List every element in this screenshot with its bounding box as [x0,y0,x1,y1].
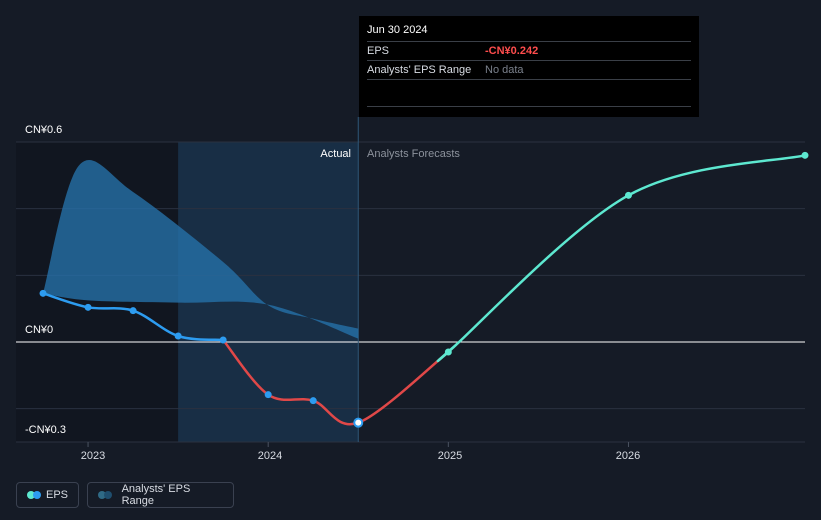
eps-point [264,391,272,399]
eps-point [174,332,182,340]
tooltip-eps-label: EPS [367,45,390,57]
eps-point-selected [353,417,364,428]
tooltip-range-label: Analysts' EPS Range [367,64,472,76]
eps-point [801,151,809,159]
tooltip-row-eps: EPS -CN¥0.242 [367,42,691,61]
legend-range[interactable]: Analysts' EPS Range [87,482,234,508]
eps-point [129,307,137,315]
legend-eps[interactable]: EPS [16,482,79,508]
y-tick-label-top: CN¥0.6 [25,124,63,136]
eps-point [39,289,47,297]
eps-point [624,191,632,199]
tooltip-footer-rule [367,106,691,107]
y-tick-label-zero: CN¥0 [25,324,54,336]
eps-legend-icon [27,491,41,499]
x-tick-label-2026: 2026 [615,450,641,462]
tooltip-row-range: Analysts' EPS Range No data [367,61,691,80]
tooltip-date: Jun 30 2024 [367,24,691,42]
eps-range-band [43,160,359,339]
eps-line-forecast [436,154,806,363]
eps-point [219,336,227,344]
actual-region-label: Actual [320,148,351,160]
eps-point [84,303,92,311]
forecast-region-label: Analysts Forecasts [367,148,460,160]
x-tick-label-2023: 2023 [80,450,106,462]
x-tick-label-2025: 2025 [437,450,463,462]
legend-eps-label: EPS [45,489,68,501]
x-tick-label-2024: 2024 [257,450,283,462]
legend-range-label: Analysts' EPS Range [121,483,191,507]
eps-point [444,348,452,356]
tooltip-eps-value: -CN¥0.242 [485,45,539,57]
tooltip-range-value: No data [485,64,524,76]
range-legend-icon [98,491,114,499]
y-tick-label-bottom: -CN¥0.3 [25,424,66,436]
tooltip: Jun 30 2024 EPS -CN¥0.242 Analysts' EPS … [359,16,699,117]
eps-point [309,397,317,405]
